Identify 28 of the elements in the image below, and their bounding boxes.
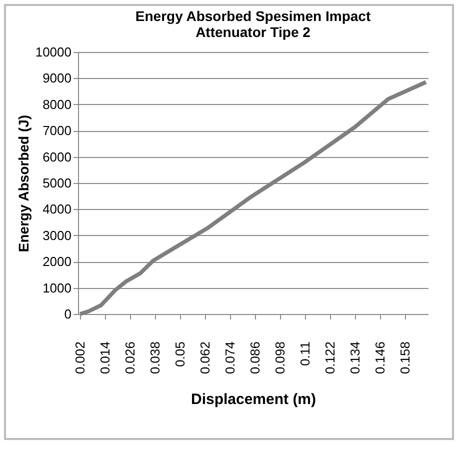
x-tick-label: 0.158 [398,342,413,374]
x-tick-label: 0.014 [98,342,113,374]
y-tick-label: 3000 [42,228,72,243]
x-tick-label: 0.134 [348,342,363,374]
x-tick-label: 0.038 [148,342,163,374]
y-tick-label: 10000 [35,44,72,60]
x-tick-label: 0.026 [122,342,138,374]
x-tick-label: 0.146 [372,342,388,374]
x-axis-title: Displacement (m) [190,391,316,408]
y-tick-label: 8000 [42,96,72,112]
x-tick-label: 0.098 [272,342,288,374]
x-tick-label: 0.05 [172,342,188,367]
x-tick-label: 0.062 [198,342,213,374]
y-tick-label: 7000 [42,123,72,138]
y-tick-label: 5000 [42,176,72,190]
x-tick-label: 0.074 [222,342,238,374]
x-tick-label: 0.086 [248,342,263,374]
y-tick-label: 1000 [42,280,72,296]
chart-title: Energy Absorbed Spesimen Impact Attenuator Tipe 2 [135,8,371,40]
y-tick-label: 2000 [42,254,72,270]
x-tick-label: 0.002 [72,342,88,374]
y-tick-label: 9000 [42,70,72,86]
y-axis-title: Energy Absorbed (J) [15,114,32,252]
y-tick-label: 6000 [42,149,72,164]
x-tick-label: 0.122 [322,342,338,374]
y-tick-label: 0 [64,306,72,322]
x-tick-label: 0.11 [298,342,313,366]
y-tick-label: 4000 [42,202,72,217]
